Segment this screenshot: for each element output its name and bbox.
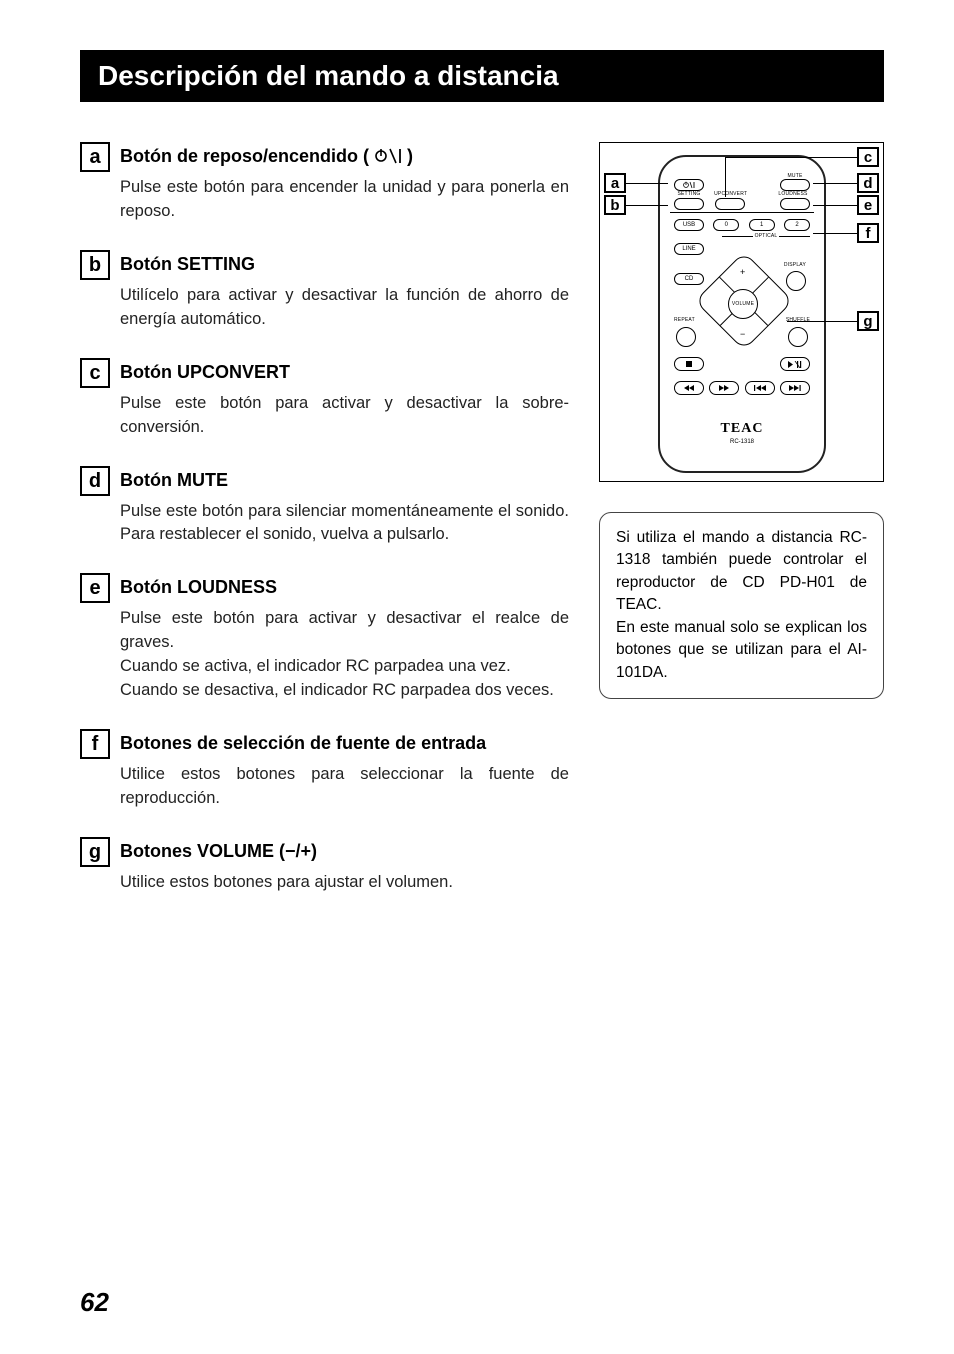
callout-g: g	[857, 311, 879, 331]
repeat-label: REPEAT	[674, 317, 695, 323]
remote-outline: MUTE SETTING UPCONVERT LOUDNESS	[658, 155, 826, 473]
power-button	[674, 179, 704, 191]
callout-a: a	[604, 173, 626, 193]
display-button	[786, 271, 806, 291]
letter-box-a: a	[80, 142, 110, 172]
loudness-button	[780, 198, 810, 210]
loudness-label: LOUDNESS	[776, 191, 810, 197]
rewind-button	[674, 381, 704, 395]
item-d: d Botón MUTE Pulse este botón para silen…	[80, 466, 569, 548]
item-body-c: Pulse este botón para activar y desactiv…	[120, 392, 569, 440]
item-title-e: Botón LOUDNESS	[120, 573, 569, 601]
item-g: g Botones VOLUME (−/+) Utilice estos bot…	[80, 837, 569, 895]
display-label: DISPLAY	[784, 262, 806, 268]
item-title-c: Botón UPCONVERT	[120, 358, 569, 386]
callout-c: c	[857, 147, 879, 167]
section-header: Descripción del mando a distancia	[80, 50, 884, 102]
item-body-g: Utilice estos botones para ajustar el vo…	[120, 871, 569, 895]
item-b: b Botón SETTING Utilícelo para activar y…	[80, 250, 569, 332]
prev-track-button	[745, 381, 775, 395]
volume-center: VOLUME	[728, 289, 758, 319]
info-box: Si utiliza el mando a distancia RC-1318 …	[599, 512, 884, 699]
upconvert-label: UPCONVERT	[711, 191, 751, 197]
item-title-d: Botón MUTE	[120, 466, 569, 494]
main-content: a Botón de reposo/encendido ( ) Pulse e	[80, 142, 884, 921]
letter-box-g: g	[80, 837, 110, 867]
item-title-f: Botones de selección de fuente de entrad…	[120, 729, 569, 757]
callout-e: e	[857, 195, 879, 215]
page-number: 62	[80, 1287, 109, 1318]
letter-box-d: d	[80, 466, 110, 496]
cd-button: CD	[674, 273, 704, 285]
play-pause-button	[780, 357, 810, 371]
descriptions-column: a Botón de reposo/encendido ( ) Pulse e	[80, 142, 569, 921]
letter-box-b: b	[80, 250, 110, 280]
item-title-b: Botón SETTING	[120, 250, 569, 278]
callout-d: d	[857, 173, 879, 193]
item-a: a Botón de reposo/encendido ( ) Pulse e	[80, 142, 569, 224]
num2-button: 2	[784, 219, 810, 231]
model-number: RC-1318	[660, 439, 824, 445]
item-c: c Botón UPCONVERT Pulse este botón para …	[80, 358, 569, 440]
item-body-b: Utilícelo para activar y desactivar la f…	[120, 284, 569, 332]
callout-f: f	[857, 223, 879, 243]
item-body-e: Pulse este botón para activar y desactiv…	[120, 607, 569, 703]
upconvert-button	[715, 198, 745, 210]
item-body-d: Pulse este botón para silenciar momentán…	[120, 500, 569, 548]
callout-b: b	[604, 195, 626, 215]
optical-label: OPTICAL	[755, 233, 778, 239]
right-column: MUTE SETTING UPCONVERT LOUDNESS	[599, 142, 884, 921]
item-e: e Botón LOUDNESS Pulse este botón para a…	[80, 573, 569, 703]
plus-icon: +	[740, 267, 745, 277]
remote-diagram: MUTE SETTING UPCONVERT LOUDNESS	[599, 142, 884, 482]
setting-button	[674, 198, 704, 210]
letter-box-f: f	[80, 729, 110, 759]
num0-button: 0	[713, 219, 739, 231]
shuffle-button	[788, 327, 808, 347]
brand-logo: TEAC	[660, 421, 824, 437]
letter-box-e: e	[80, 573, 110, 603]
item-f: f Botones de selección de fuente de entr…	[80, 729, 569, 811]
mute-button	[780, 179, 810, 191]
next-track-button	[780, 381, 810, 395]
line-button: LINE	[674, 243, 704, 255]
item-title-g: Botones VOLUME (−/+)	[120, 837, 569, 865]
power-standby-icon	[373, 147, 403, 165]
setting-label: SETTING	[674, 191, 704, 197]
usb-button: USB	[674, 219, 704, 231]
item-body-a: Pulse este botón para encender la unidad…	[120, 176, 569, 224]
num1-button: 1	[749, 219, 775, 231]
minus-icon: −	[740, 329, 745, 339]
repeat-button	[676, 327, 696, 347]
stop-button	[674, 357, 704, 371]
forward-button	[709, 381, 739, 395]
item-body-f: Utilice estos botones para seleccionar l…	[120, 763, 569, 811]
letter-box-c: c	[80, 358, 110, 388]
shuffle-label: SHUFFLE	[786, 317, 810, 323]
item-title-a: Botón de reposo/encendido ( )	[120, 142, 569, 170]
